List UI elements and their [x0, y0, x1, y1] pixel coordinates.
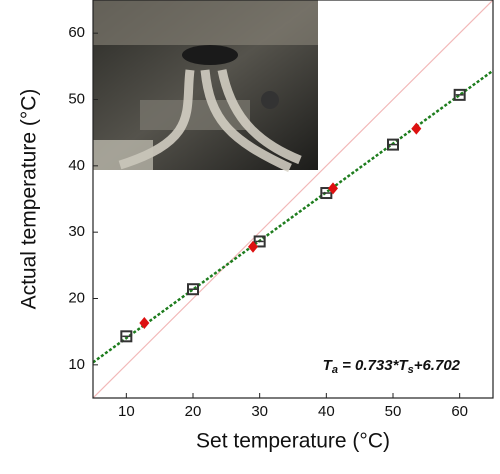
square-marker: [387, 138, 399, 151]
y-tick-label: 50: [68, 90, 85, 107]
x-tick-label: 60: [451, 403, 468, 420]
fit-equation: Ta = 0.733*Ts+6.702: [323, 357, 461, 376]
diamond-marker: [328, 182, 338, 195]
y-tick-label: 40: [68, 157, 85, 174]
y-tick-label: 20: [68, 289, 85, 306]
line: [93, 69, 493, 364]
eq-sub: a: [332, 364, 338, 376]
x-tick-label: 50: [385, 403, 402, 420]
diamond-marker: [139, 317, 150, 330]
axes-frame: [92, 0, 494, 399]
marker-box: [253, 235, 266, 248]
marker-box: [320, 187, 333, 200]
diamond-marker: [248, 240, 258, 253]
x-tick-label: 30: [251, 403, 268, 420]
square-marker: [320, 187, 333, 200]
diamond-marker: [411, 122, 422, 135]
plot-area: [93, 0, 493, 398]
square-marker: [253, 235, 266, 248]
eq-part: +6.702: [414, 357, 461, 374]
line: [93, 0, 493, 398]
y-axis-label: Actual temperature (°C): [18, 89, 41, 310]
eq-part: T: [323, 357, 334, 374]
marker-box: [120, 330, 133, 343]
x-tick-label: 10: [118, 403, 135, 420]
y-tick-label: 60: [68, 24, 85, 41]
square-marker: [453, 88, 466, 101]
x-axis-label: Set temperature (°C): [196, 430, 390, 453]
marker-box: [187, 283, 199, 296]
x-tick-label: 20: [185, 403, 202, 420]
eq-part: = 0.733*T: [338, 357, 409, 374]
marker-box: [387, 138, 399, 151]
eq-sub: s: [408, 364, 414, 376]
y-tick-label: 30: [68, 223, 85, 240]
y-tick-label: 10: [68, 356, 85, 373]
square-marker: [187, 283, 199, 296]
x-tick-label: 40: [318, 403, 335, 420]
square-marker: [120, 330, 133, 343]
marker-box: [453, 88, 466, 101]
inset-photo: [93, 0, 318, 173]
